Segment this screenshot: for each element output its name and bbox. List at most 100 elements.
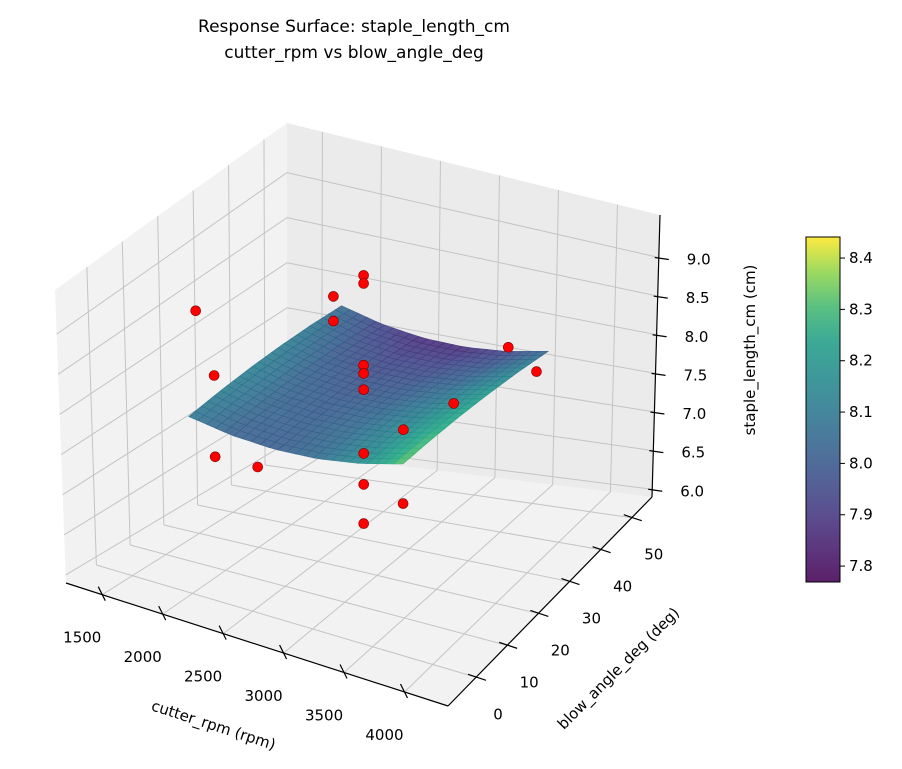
y-axis-line xyxy=(447,496,653,707)
gridline-x-back xyxy=(494,175,500,478)
gridline-y-left xyxy=(157,216,165,526)
data-point xyxy=(358,278,369,289)
z-tick xyxy=(649,450,664,454)
x-tick-label: 2000 xyxy=(124,648,162,666)
gridline-x-floor xyxy=(283,477,496,654)
y-tick xyxy=(561,577,580,586)
z-tick-label: 6.0 xyxy=(680,482,704,500)
z-tick xyxy=(648,488,663,492)
gridline-y-floor xyxy=(264,464,632,519)
z-tick xyxy=(652,334,667,338)
y-tick-label: 30 xyxy=(582,610,601,628)
data-point xyxy=(502,341,514,353)
z-tick-label: 6.5 xyxy=(681,444,705,462)
data-point xyxy=(190,305,201,317)
gridline-z-back xyxy=(286,217,658,297)
gridline-y-left xyxy=(86,267,97,566)
gridline-x-floor xyxy=(343,484,553,673)
data-point xyxy=(398,424,409,436)
data-point xyxy=(209,451,221,463)
data-point xyxy=(328,315,339,327)
data-point xyxy=(531,366,542,377)
z-tick-label: 9.0 xyxy=(687,250,711,268)
colorbar-tick-label: 8.4 xyxy=(849,249,873,267)
z-tick-label: 8.0 xyxy=(685,328,709,346)
data-points xyxy=(190,270,542,529)
colorbar-tick-label: 7.9 xyxy=(849,506,873,524)
data-point xyxy=(328,291,339,302)
x-tick-label: 2500 xyxy=(184,668,222,686)
data-point xyxy=(358,448,370,459)
y-tick-label: 50 xyxy=(644,546,663,564)
x-tick-label: 3500 xyxy=(305,707,343,725)
data-point xyxy=(208,370,220,381)
data-point xyxy=(358,479,370,490)
response-surface xyxy=(188,305,550,465)
gridline-y-floor xyxy=(197,504,570,583)
colorbar-tick-label: 8.0 xyxy=(849,454,873,472)
y-tick xyxy=(530,609,549,618)
colorbar: 7.8 7.9 8.0 8.1 8.2 8.3 8.4 xyxy=(805,236,873,583)
x-tick xyxy=(399,683,409,699)
z-tick xyxy=(651,372,666,376)
x-tick xyxy=(97,586,106,601)
y-tick-label: 40 xyxy=(613,578,632,596)
data-point xyxy=(397,498,409,509)
y-tick-label: 20 xyxy=(551,641,570,659)
colorbar-tick-label: 8.1 xyxy=(849,403,873,421)
y-axis-label: blow_angle_deg (deg) xyxy=(554,604,684,734)
data-point xyxy=(358,368,369,379)
z-tick xyxy=(653,295,668,299)
gridline-z-left xyxy=(60,307,288,455)
gridline-x-floor xyxy=(162,462,380,615)
gridline-z-back xyxy=(286,262,657,336)
gridlines xyxy=(56,131,659,693)
y-tick xyxy=(467,673,487,681)
data-point xyxy=(358,518,370,529)
gridline-x-back xyxy=(609,204,619,492)
chart-title-line-1: Response Surface: staple_length_cm xyxy=(198,17,510,37)
colorbar-gradient xyxy=(805,236,841,583)
y-tick-label: 10 xyxy=(520,673,539,691)
gridline-y-left xyxy=(121,241,131,546)
z-tick-label: 7.0 xyxy=(682,405,706,423)
x-tick xyxy=(339,664,348,679)
tick-labels: 1500 2000 2500 3000 3500 4000 0 10 20 30 40 50 6.0 6.… xyxy=(63,250,710,743)
z-axis-label: staple_length_cm (cm) xyxy=(741,265,760,436)
colorbar-tick-label: 7.8 xyxy=(849,557,873,575)
gridline-x-floor xyxy=(101,455,322,596)
gridline-y-floor xyxy=(231,484,601,551)
x-tick xyxy=(158,605,167,621)
y-tick xyxy=(623,514,642,522)
chart-title-line-2: cutter_rpm vs blow_angle_deg xyxy=(224,43,484,63)
x-tick xyxy=(279,644,288,660)
z-axis-line xyxy=(651,214,661,498)
z-tick xyxy=(650,411,665,415)
x-axis-line xyxy=(65,582,449,707)
gridline-x-floor xyxy=(404,491,611,693)
x-tick-label: 1500 xyxy=(63,629,101,647)
y-tick-label: 0 xyxy=(493,705,503,723)
gridline-z-left xyxy=(59,262,288,415)
gridline-y-left xyxy=(192,190,199,506)
gridline-x-back xyxy=(552,189,559,485)
y-tick xyxy=(498,641,518,649)
z-tick-label: 8.5 xyxy=(686,289,710,307)
z-tick-label: 7.5 xyxy=(684,366,708,384)
data-point xyxy=(448,398,460,409)
data-point xyxy=(358,384,370,396)
x-tick-label: 3000 xyxy=(245,687,283,705)
surface-patch xyxy=(393,458,410,465)
gridline-z-left xyxy=(56,172,288,335)
gridline-z-left xyxy=(65,442,288,576)
colorbar-tick-label: 8.2 xyxy=(849,352,873,370)
axis-lines xyxy=(65,214,669,707)
z-tick xyxy=(654,256,669,261)
gridline-z-back xyxy=(286,172,659,258)
gridline-x-floor xyxy=(222,470,438,634)
gridline-y-floor xyxy=(163,524,539,614)
gridline-y-floor xyxy=(96,564,477,678)
x-axis-label: cutter_rpm (rpm) xyxy=(149,697,278,755)
x-tick xyxy=(218,625,227,640)
